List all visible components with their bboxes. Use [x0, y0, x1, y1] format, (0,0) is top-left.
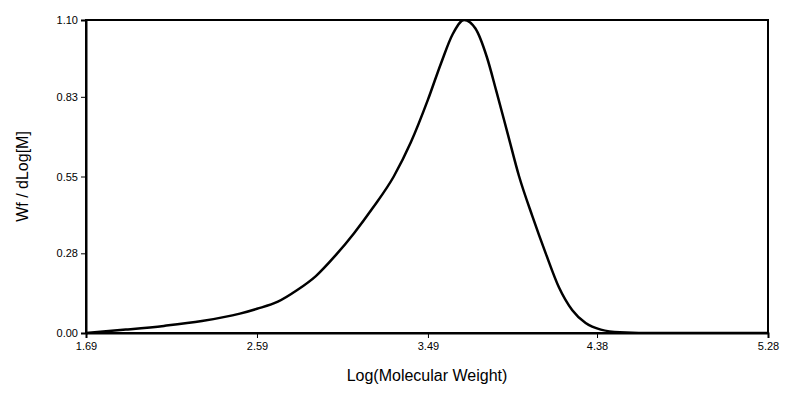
y-tick: 0.83 — [57, 91, 86, 103]
x-tick: 5.28 — [758, 333, 779, 352]
x-tick: 3.49 — [418, 333, 439, 352]
chart: 1.69 2.59 3.49 4.38 5.28 0.00 0.28 0.55 0.83 1.10… — [0, 0, 788, 398]
y-tick: 0.55 — [57, 171, 86, 183]
y-tick-mark — [81, 97, 86, 98]
x-tick-label: 2.59 — [247, 340, 268, 352]
x-tick-mark — [428, 333, 429, 338]
y-tick: 0.28 — [57, 247, 86, 259]
x-tick-label: 1.69 — [76, 340, 97, 352]
plot: 1.69 2.59 3.49 4.38 5.28 0.00 0.28 0.55 0.83 1.10 — [57, 14, 780, 352]
y-axis: 0.00 0.28 0.55 0.83 1.10 — [57, 14, 87, 339]
x-tick-mark — [768, 333, 769, 338]
x-tick-label: 5.28 — [758, 340, 779, 352]
y-tick-label: 0.55 — [57, 171, 78, 183]
marks — [86, 20, 768, 333]
y-tick: 1.10 — [57, 14, 86, 26]
y-tick: 0.00 — [57, 327, 86, 339]
y-tick-label: 0.00 — [57, 327, 78, 339]
x-axis-line — [87, 334, 769, 339]
x-tick: 2.59 — [247, 333, 268, 352]
y-tick-mark — [81, 177, 86, 178]
x-tick: 1.69 — [76, 333, 97, 352]
y-tick-label: 0.83 — [57, 91, 78, 103]
x-tick-mark — [257, 333, 258, 338]
y-axis-title: Wf / dLog[M] — [14, 131, 31, 222]
x-axis: 1.69 2.59 3.49 4.38 5.28 — [76, 333, 779, 352]
plot-frame — [86, 20, 768, 333]
y-tick-label: 1.10 — [57, 14, 78, 26]
y-tick-mark — [81, 253, 86, 254]
y-axis-line — [81, 21, 87, 334]
y-tick-mark — [81, 20, 86, 21]
x-tick-label: 3.49 — [418, 340, 439, 352]
x-tick-mark — [597, 333, 598, 338]
x-tick-label: 4.38 — [587, 340, 608, 352]
y-tick-mark — [81, 333, 86, 334]
distribution-line — [86, 20, 768, 333]
y-tick-label: 0.28 — [57, 247, 78, 259]
x-axis-title: Log(Molecular Weight) — [347, 367, 508, 384]
x-tick: 4.38 — [587, 333, 608, 352]
